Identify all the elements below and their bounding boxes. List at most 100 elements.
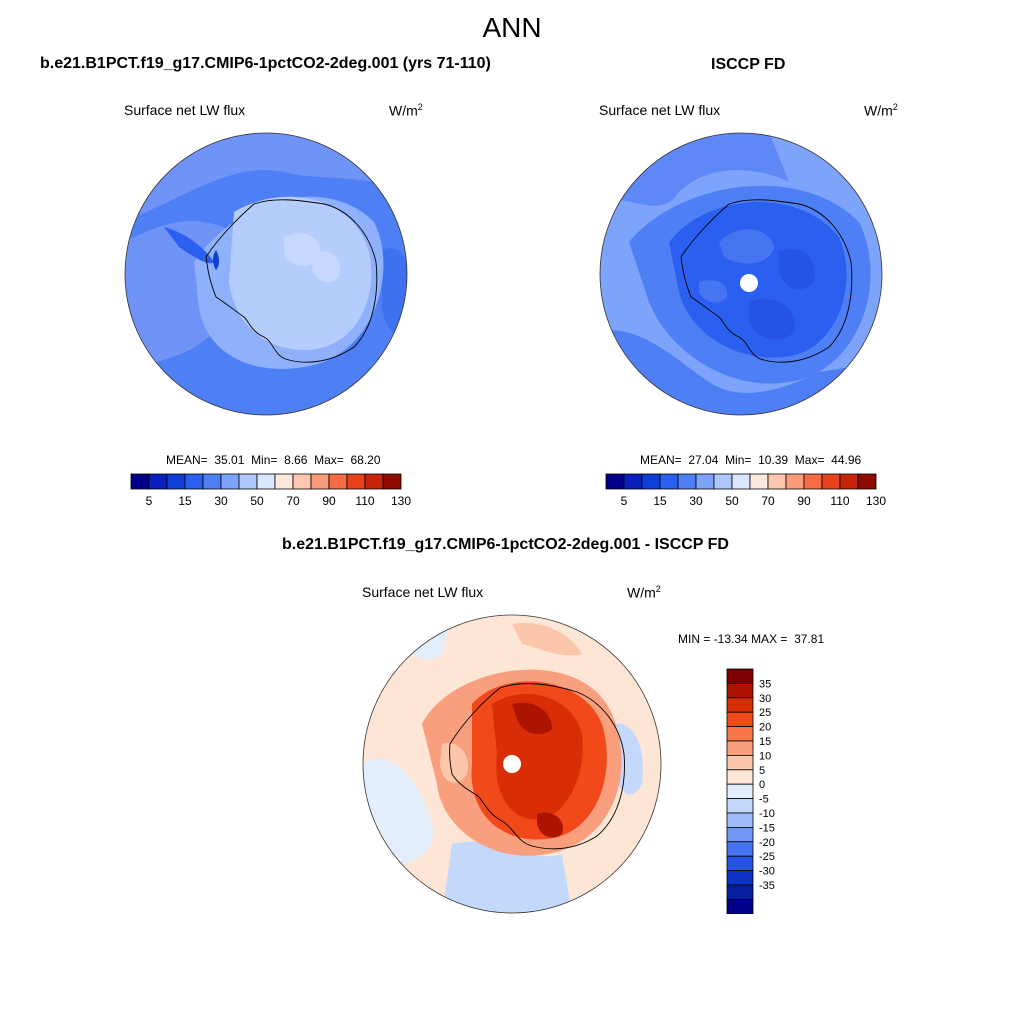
colorbar-swatch — [839, 473, 859, 490]
obs-variable-label: Surface net LW flux — [599, 102, 721, 118]
model-panel-title: b.e21.B1PCT.f19_g17.CMIP6-1pctCO2-2deg.0… — [40, 55, 491, 72]
colorbar-swatch — [821, 473, 841, 490]
colorbar-swatch — [256, 473, 276, 490]
colorbar-swatch — [166, 473, 186, 490]
diff-colorbar: 35 30 25 20 15 10 5 0 -5 -10 -15 -20 -25 -30 -35 — [726, 668, 775, 914]
colorbar-swatch — [202, 473, 222, 490]
colorbar-swatch — [659, 473, 679, 490]
obs-colorbar: 5 15 30 50 70 90 110 130 — [605, 473, 886, 508]
colorbar-tick-label: -30 — [759, 866, 775, 878]
colorbar-tick-label: 35 — [759, 678, 771, 690]
antarctica-coastline — [680, 199, 853, 363]
colorbar-tick-label: 0 — [759, 779, 765, 791]
colorbar-swatch — [726, 697, 754, 713]
colorbar-tick-label: -10 — [759, 808, 775, 820]
colorbar-tick-label: 130 — [391, 494, 411, 508]
colorbar-swatch — [726, 726, 754, 742]
antarctica-coastline — [449, 683, 625, 850]
colorbar-swatch — [184, 473, 204, 490]
colorbar-swatch — [346, 473, 366, 490]
diff-panel-title: b.e21.B1PCT.f19_g17.CMIP6-1pctCO2-2deg.0… — [282, 536, 729, 553]
colorbar-tick-label: -20 — [759, 837, 775, 849]
colorbar-tick-label: 30 — [214, 494, 228, 508]
model-colorbar: 5 15 30 50 70 90 110 130 — [130, 473, 411, 508]
colorbar-swatch — [726, 682, 754, 699]
diff-stats: MIN = -13.34 MAX = 37.81 — [678, 632, 825, 646]
colorbar-swatch — [726, 841, 754, 857]
antarctica-coastline — [205, 199, 378, 363]
colorbar-swatch — [726, 855, 754, 871]
colorbar-swatch — [726, 668, 754, 684]
colorbar-tick-label: -5 — [759, 794, 769, 806]
colorbar-tick-label: 5 — [146, 494, 153, 508]
colorbar-tick-label: 110 — [355, 494, 374, 508]
diff-polar-map — [362, 614, 662, 914]
colorbar-swatch — [238, 473, 258, 490]
colorbar-swatch — [726, 870, 754, 886]
colorbar-swatch — [605, 473, 625, 490]
colorbar-tick-label: 10 — [759, 750, 771, 762]
colorbar-tick-label: 90 — [797, 494, 811, 508]
colorbar-swatch — [328, 473, 348, 490]
colorbar-swatch — [857, 473, 877, 490]
colorbar-swatch — [382, 473, 402, 490]
colorbar-tick-label: 50 — [250, 494, 264, 508]
colorbar-swatch — [364, 473, 384, 490]
colorbar-swatch — [641, 473, 661, 490]
model-variable-label: Surface net LW flux — [124, 102, 246, 118]
colorbar-swatch — [623, 473, 643, 490]
colorbar-swatch — [310, 473, 330, 490]
colorbar-tick-label: 5 — [621, 494, 628, 508]
colorbar-tick-label: -15 — [759, 822, 775, 834]
colorbar-swatch — [713, 473, 733, 490]
colorbar-swatch — [292, 473, 312, 490]
colorbar-swatch — [726, 711, 754, 728]
colorbar-tick-label: -25 — [759, 851, 775, 863]
figure-title: ANN — [482, 12, 542, 43]
colorbar-swatch — [731, 473, 751, 490]
colorbar-swatch — [726, 755, 754, 771]
colorbar-swatch — [726, 769, 754, 785]
model-stats: MEAN= 35.01 Min= 8.66 Max= 68.20 — [166, 453, 381, 467]
colorbar-swatch — [274, 473, 294, 490]
colorbar-tick-label: 15 — [653, 494, 667, 508]
diff-units-label: W/m2 — [627, 584, 661, 601]
colorbar-tick-label: 50 — [725, 494, 739, 508]
colorbar-swatch — [726, 812, 754, 828]
colorbar-swatch — [677, 473, 697, 490]
colorbar-tick-label: 70 — [761, 494, 775, 508]
colorbar-swatch — [749, 473, 769, 490]
colorbar-tick-label: 15 — [178, 494, 192, 508]
colorbar-swatch — [726, 884, 754, 900]
colorbar-tick-label: 25 — [759, 707, 771, 719]
diff-variable-label: Surface net LW flux — [362, 584, 484, 600]
colorbar-swatch — [726, 898, 754, 914]
colorbar-swatch — [726, 826, 754, 843]
colorbar-swatch — [726, 798, 754, 814]
colorbar-swatch — [803, 473, 823, 490]
model-units-label: W/m2 — [389, 102, 423, 119]
colorbar-swatch — [767, 473, 787, 490]
colorbar-swatch — [148, 473, 168, 490]
colorbar-swatch — [220, 473, 240, 490]
colorbar-tick-label: 30 — [759, 693, 771, 705]
colorbar-swatch — [726, 740, 754, 756]
colorbar-tick-label: 90 — [322, 494, 336, 508]
colorbar-tick-label: 15 — [759, 736, 771, 748]
colorbar-swatch — [130, 473, 150, 490]
obs-polar-map — [599, 132, 883, 416]
colorbar-tick-label: 130 — [866, 494, 886, 508]
colorbar-tick-label: 110 — [830, 494, 849, 508]
colorbar-swatch — [695, 473, 715, 490]
colorbar-tick-label: 20 — [759, 722, 771, 734]
colorbar-tick-label: -35 — [759, 880, 775, 892]
colorbar-tick-label: 70 — [286, 494, 300, 508]
colorbar-tick-label: 30 — [689, 494, 703, 508]
obs-stats: MEAN= 27.04 Min= 10.39 Max= 44.96 — [640, 453, 862, 467]
obs-panel-title: ISCCP FD — [711, 56, 786, 73]
colorbar-swatch — [726, 783, 754, 799]
obs-units-label: W/m2 — [864, 102, 898, 119]
colorbar-tick-label: 5 — [759, 765, 765, 777]
model-polar-map — [124, 132, 408, 416]
colorbar-swatch — [785, 473, 805, 490]
